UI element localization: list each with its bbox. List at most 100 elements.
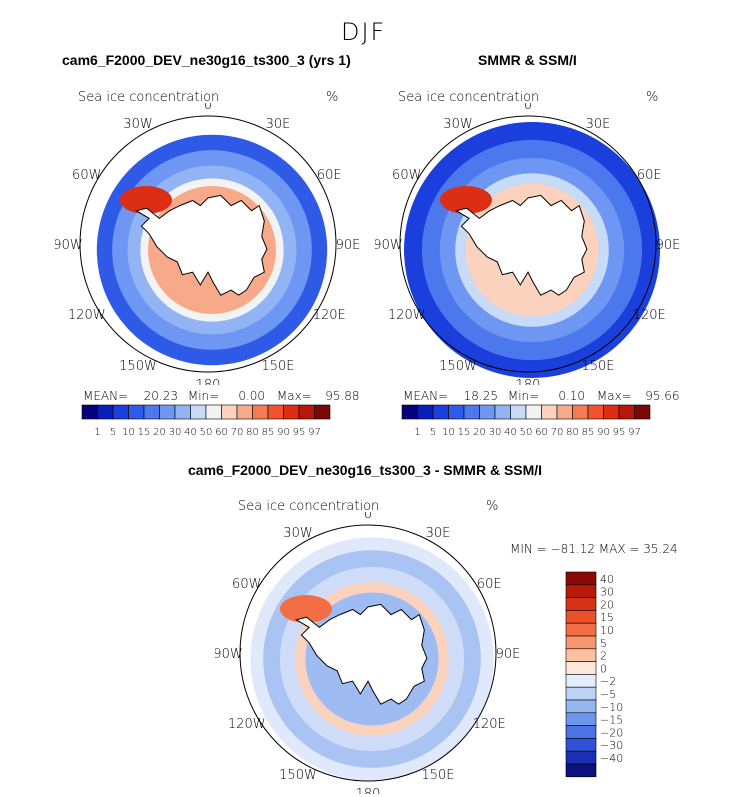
colorbar-swatch xyxy=(267,404,284,420)
left-colorbar: 1 5 10 15 20 30 40 50 60 70 80 85 90 95 97 xyxy=(81,404,331,438)
left-subtitle: Sea ice concentration xyxy=(78,90,220,105)
colorbar-swatch xyxy=(634,404,651,420)
colorbar-swatch xyxy=(587,404,604,420)
right-panel-title: SMMR & SSM/I xyxy=(478,52,577,68)
colorbar-tick-label: −40 xyxy=(600,752,623,765)
colorbar-swatch xyxy=(565,686,597,701)
right-min-value: 0.10 xyxy=(558,389,586,403)
colorbar-tick-label: 70 xyxy=(551,427,564,438)
colorbar-tick-label: 10 xyxy=(122,427,135,438)
longitude-label: 150W xyxy=(279,768,317,783)
colorbar-swatch xyxy=(417,404,434,420)
colorbar-tick-label: 85 xyxy=(582,427,595,438)
longitude-label: 180 xyxy=(196,378,221,385)
colorbar-tick-label: 60 xyxy=(215,427,228,438)
colorbar-tick-label: 20 xyxy=(153,427,166,438)
diff-map: 0 30E 60E 90E 120E 150E 180 150W 120W 90W 60W 30W xyxy=(215,512,521,794)
colorbar-swatch xyxy=(565,597,597,611)
longitude-label: 90W xyxy=(215,647,243,662)
colorbar-tick-label: 50 xyxy=(520,427,533,438)
longitude-label: 30E xyxy=(266,117,291,132)
left-mean-value: 20.23 xyxy=(143,389,179,403)
longitude-label: 0 xyxy=(204,103,212,113)
colorbar-tick-label: 15 xyxy=(138,427,151,438)
weddell-sea-patch xyxy=(280,595,332,623)
longitude-label: 30E xyxy=(586,117,611,132)
longitude-label: 150E xyxy=(261,359,294,374)
antarctica-coastline xyxy=(135,194,268,296)
longitude-label: 120E xyxy=(633,308,666,323)
right-colorbar: 1 5 10 15 20 30 40 50 60 70 80 85 90 95 97 xyxy=(401,404,651,438)
colorbar-swatch xyxy=(252,404,269,420)
colorbar-tick-label: 90 xyxy=(277,427,290,438)
longitude-label: 180 xyxy=(516,378,541,385)
colorbar-tick-label: 1 xyxy=(414,427,420,438)
diff-panel-title: cam6_F2000_DEV_ne30g16_ts300_3 - SMMR & … xyxy=(188,462,543,478)
colorbar-tick-label: 1 xyxy=(94,427,100,438)
colorbar-swatch xyxy=(565,648,597,662)
colorbar-tick-label: −15 xyxy=(600,714,623,727)
right-min-label: Min= xyxy=(507,389,540,403)
left-mean-label: MEAN= xyxy=(83,389,129,403)
colorbar-tick-label: 30 xyxy=(600,586,614,599)
colorbar-swatch xyxy=(463,404,480,420)
colorbar-tick-label: 30 xyxy=(489,427,502,438)
longitude-label: 150W xyxy=(439,359,477,374)
colorbar-tick-label: 80 xyxy=(566,427,579,438)
colorbar-swatch xyxy=(565,635,597,650)
colorbar-tick-label: 15 xyxy=(458,427,471,438)
diff-minmax: MIN = −81.12 MAX = 35.24 xyxy=(510,542,678,556)
colorbar-tick-label: 70 xyxy=(231,427,244,438)
right-max-value: 95.66 xyxy=(645,389,680,403)
longitude-label: 120E xyxy=(473,717,506,732)
left-map-field xyxy=(96,134,328,366)
colorbar-swatch xyxy=(572,404,589,420)
colorbar-swatch xyxy=(565,712,597,726)
longitude-label: 0 xyxy=(364,512,372,522)
colorbar-tick-label: 60 xyxy=(535,427,548,438)
right-units: % xyxy=(646,90,659,105)
colorbar-swatch xyxy=(565,661,597,675)
colorbar-tick-label: −5 xyxy=(600,688,616,701)
colorbar-tick-label: 10 xyxy=(442,427,455,438)
longitude-label: 60W xyxy=(392,168,421,183)
colorbar-swatch xyxy=(221,404,238,420)
colorbar-swatch xyxy=(174,404,191,420)
colorbar-tick-label: 5 xyxy=(430,427,436,438)
colorbar-tick-label: 97 xyxy=(308,427,321,438)
longitude-label: 150E xyxy=(421,768,454,783)
longitude-label: 60E xyxy=(477,577,502,592)
longitude-label: 90E xyxy=(496,647,521,662)
map-boundary xyxy=(239,524,497,782)
colorbar-tick-label: 2 xyxy=(600,650,607,663)
colorbar-tick-label: 40 xyxy=(600,573,614,586)
longitude-label: 30E xyxy=(426,526,451,541)
longitude-label: 90W xyxy=(375,238,403,253)
colorbar-tick-label: 5 xyxy=(600,637,607,650)
longitude-label: 30W xyxy=(123,117,152,132)
colorbar-swatch xyxy=(81,404,98,420)
left-map: 0 30E 60E 90E 120E 150E 180 150W 120W 90W 60W 30W xyxy=(55,103,361,385)
longitude-label: 180 xyxy=(356,787,381,794)
colorbar-swatch xyxy=(448,404,465,420)
page-title: DJF xyxy=(341,18,387,46)
colorbar-swatch xyxy=(565,725,597,739)
colorbar-tick-label: 90 xyxy=(597,427,610,438)
longitude-label: 90E xyxy=(336,238,361,253)
colorbar-swatch xyxy=(565,584,597,598)
colorbar-swatch xyxy=(565,738,597,752)
colorbar-swatch xyxy=(525,404,542,420)
longitude-label: 30W xyxy=(283,526,312,541)
right-max-label: Max= xyxy=(596,389,632,403)
colorbar-swatch xyxy=(479,404,496,420)
colorbar-swatch xyxy=(510,404,527,420)
left-max-label: Max= xyxy=(276,389,312,403)
longitude-label: 150W xyxy=(119,359,157,374)
colorbar-tick-label: −20 xyxy=(600,726,623,739)
colorbar-swatch xyxy=(143,404,160,420)
longitude-label: 120W xyxy=(388,308,426,323)
colorbar-tick-label: 5 xyxy=(110,427,116,438)
colorbar-tick-label: 95 xyxy=(613,427,626,438)
colorbar-tick-label: 20 xyxy=(600,598,614,611)
colorbar-tick-label: 40 xyxy=(504,427,517,438)
